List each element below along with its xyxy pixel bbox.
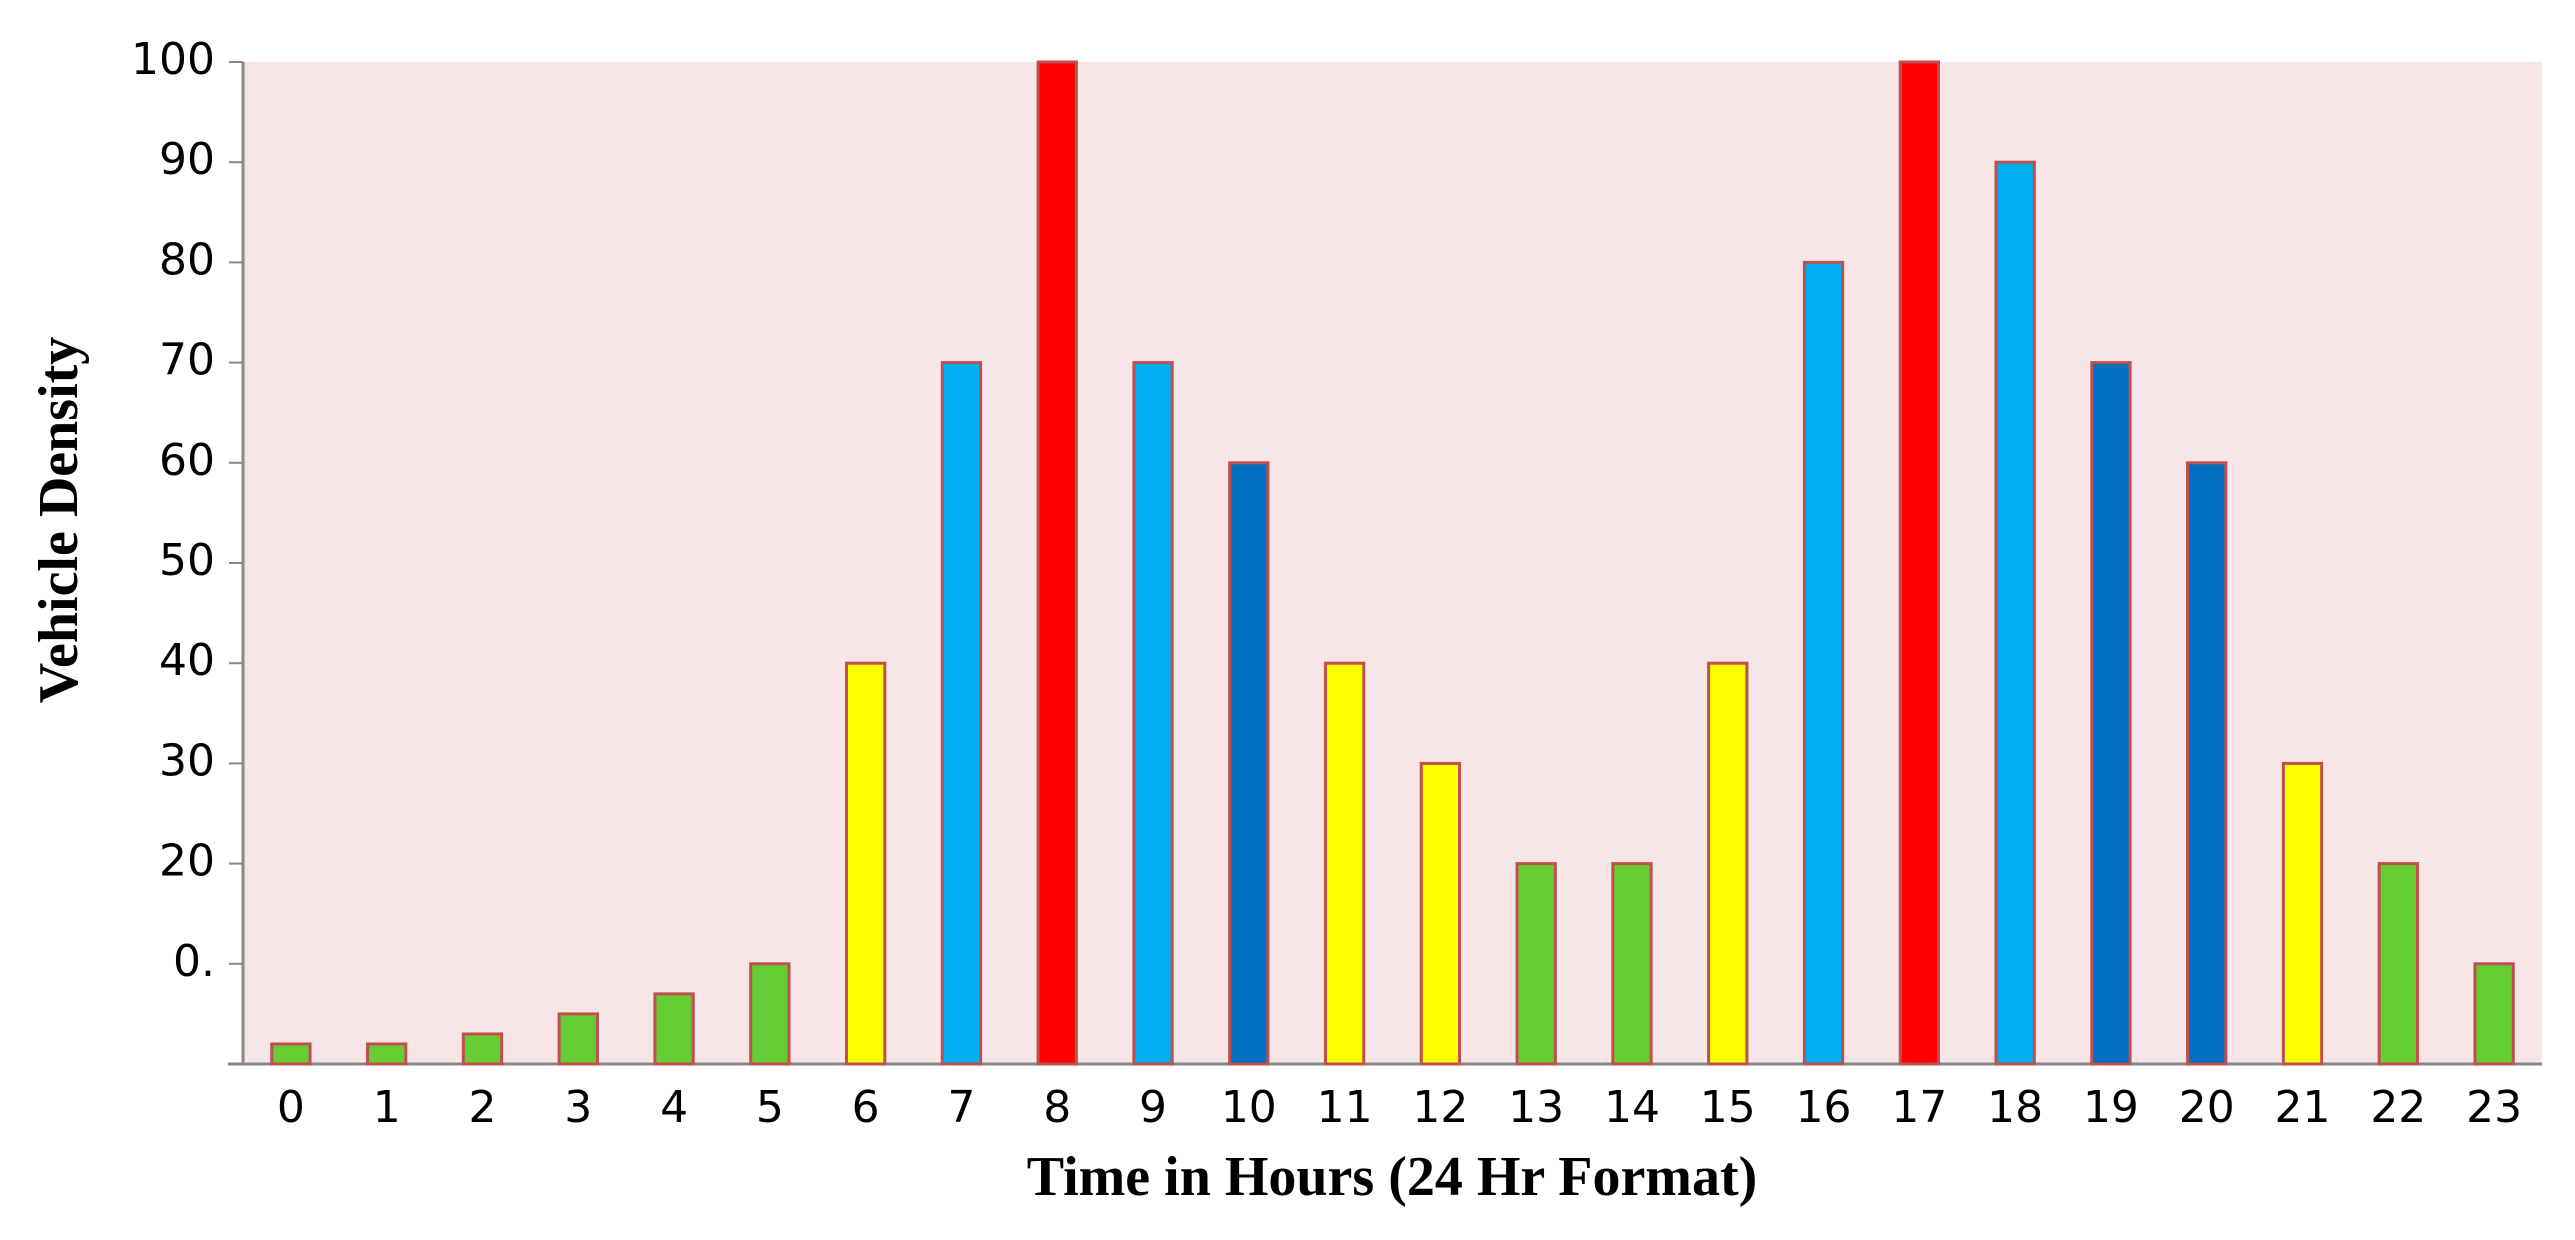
x-tick-label: 20 bbox=[2179, 1082, 2235, 1133]
x-tick-label: 19 bbox=[2083, 1082, 2139, 1133]
y-tick-label: 50 bbox=[159, 535, 215, 586]
x-tick-label: 12 bbox=[1412, 1082, 1468, 1133]
x-tick-label: 17 bbox=[1891, 1082, 1947, 1133]
x-tick-label: 8 bbox=[1043, 1082, 1071, 1133]
bar bbox=[1611, 862, 1653, 1066]
bar bbox=[1323, 661, 1366, 1066]
x-tick-label: 21 bbox=[2275, 1082, 2331, 1133]
x-tick-label: 22 bbox=[2370, 1082, 2426, 1133]
y-tick-label: 70 bbox=[159, 335, 215, 386]
bar bbox=[461, 1032, 504, 1066]
y-tick-label: 100 bbox=[131, 34, 215, 85]
x-tick-label: 13 bbox=[1508, 1082, 1564, 1133]
bar bbox=[653, 992, 695, 1066]
bar bbox=[2090, 361, 2132, 1066]
bar bbox=[1898, 60, 1941, 1066]
bar bbox=[366, 1042, 408, 1066]
bar bbox=[749, 962, 791, 1066]
bar bbox=[940, 361, 983, 1066]
bar bbox=[270, 1042, 312, 1066]
y-tick-label: 90 bbox=[159, 134, 215, 185]
x-tick-label: 7 bbox=[947, 1082, 975, 1133]
x-tick-label: 11 bbox=[1317, 1082, 1373, 1133]
x-tick-label: 18 bbox=[1987, 1082, 2043, 1133]
bar bbox=[1132, 361, 1174, 1066]
bar bbox=[1994, 160, 2036, 1066]
bar bbox=[557, 1012, 599, 1066]
bar bbox=[2281, 761, 2324, 1066]
bar bbox=[844, 661, 887, 1066]
x-tick-label: 1 bbox=[373, 1082, 401, 1133]
x-tick-label: 23 bbox=[2466, 1082, 2522, 1133]
plot-area bbox=[243, 62, 2542, 1064]
x-tick-label: 16 bbox=[1796, 1082, 1852, 1133]
bar bbox=[1419, 761, 1462, 1066]
bar bbox=[1036, 60, 1078, 1066]
x-tick-label: 15 bbox=[1700, 1082, 1756, 1133]
y-tick-label: 80 bbox=[159, 234, 215, 285]
x-tick-label: 9 bbox=[1139, 1082, 1167, 1133]
y-tick-label: 40 bbox=[159, 635, 215, 686]
y-axis-title: Vehicle Density bbox=[28, 337, 90, 704]
x-tick-label: 5 bbox=[756, 1082, 784, 1133]
x-axis-title: Time in Hours (24 Hr Format) bbox=[1027, 1146, 1758, 1208]
x-tick-label: 2 bbox=[468, 1082, 496, 1133]
bar bbox=[1515, 862, 1557, 1066]
y-tick-label: 30 bbox=[159, 735, 215, 786]
x-tick-label: 0 bbox=[277, 1082, 305, 1133]
bar bbox=[2377, 862, 2419, 1066]
bar bbox=[2186, 461, 2228, 1066]
y-tick-label: 60 bbox=[159, 435, 215, 486]
x-tick-label: 10 bbox=[1221, 1082, 1277, 1133]
bar bbox=[1802, 260, 1845, 1066]
bar bbox=[1228, 461, 1270, 1066]
y-tick-label: 0. bbox=[173, 936, 215, 987]
bar bbox=[1707, 661, 1749, 1066]
x-tick-label: 4 bbox=[660, 1082, 688, 1133]
x-tick-label: 3 bbox=[564, 1082, 592, 1133]
x-tick-label: 6 bbox=[852, 1082, 880, 1133]
y-tick-label: 20 bbox=[159, 836, 215, 887]
x-tick-label: 14 bbox=[1604, 1082, 1660, 1133]
bar bbox=[2473, 962, 2515, 1066]
